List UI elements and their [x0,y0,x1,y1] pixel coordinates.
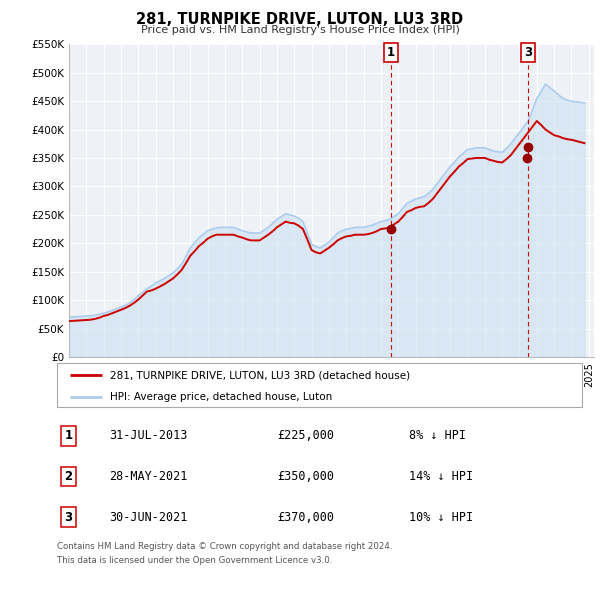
Text: 30-JUN-2021: 30-JUN-2021 [110,510,188,523]
Text: £370,000: £370,000 [277,510,335,523]
Text: 10% ↓ HPI: 10% ↓ HPI [409,510,473,523]
Text: 3: 3 [524,46,532,59]
Text: 28-MAY-2021: 28-MAY-2021 [110,470,188,483]
Text: £225,000: £225,000 [277,430,335,442]
Text: Price paid vs. HM Land Registry's House Price Index (HPI): Price paid vs. HM Land Registry's House … [140,25,460,35]
Text: 1: 1 [387,46,395,59]
Text: 31-JUL-2013: 31-JUL-2013 [110,430,188,442]
Text: 14% ↓ HPI: 14% ↓ HPI [409,470,473,483]
Text: 281, TURNPIKE DRIVE, LUTON, LU3 3RD (detached house): 281, TURNPIKE DRIVE, LUTON, LU3 3RD (det… [110,371,410,380]
Text: HPI: Average price, detached house, Luton: HPI: Average price, detached house, Luto… [110,392,332,402]
Text: 1: 1 [64,430,73,442]
Text: 8% ↓ HPI: 8% ↓ HPI [409,430,466,442]
Text: 2: 2 [64,470,73,483]
Text: 3: 3 [64,510,73,523]
Text: Contains HM Land Registry data © Crown copyright and database right 2024.: Contains HM Land Registry data © Crown c… [57,542,392,550]
Text: £350,000: £350,000 [277,470,335,483]
Text: This data is licensed under the Open Government Licence v3.0.: This data is licensed under the Open Gov… [57,556,332,565]
Text: 281, TURNPIKE DRIVE, LUTON, LU3 3RD: 281, TURNPIKE DRIVE, LUTON, LU3 3RD [136,12,464,27]
